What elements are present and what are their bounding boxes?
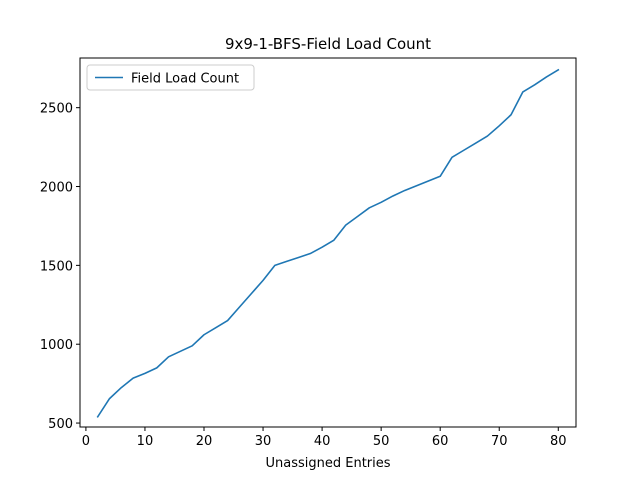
series-line-0 [96,68,560,418]
x-tick-label: 0 [82,434,90,449]
x-tick-label: 40 [314,434,331,449]
legend-box [86,64,255,91]
legend-label-0: Field Load Count [131,72,239,87]
x-tick-label: 60 [432,434,449,449]
x-tick-label: 10 [137,434,154,449]
chart-title: 9x9-1-BFS-Field Load Count [225,35,431,53]
x-axis-label: Unassigned Entries [265,456,390,471]
plot-area: 0 10 20 30 40 50 60 70 80 500 1000 1500 2000 2500 Fiel… [40,57,577,449]
x-tick-label: 80 [550,434,567,449]
y-tick-label: 2500 [40,102,73,117]
x-tick-label: 70 [491,434,508,449]
y-tick-label: 2000 [40,181,73,196]
x-tick-label: 50 [373,434,390,449]
y-tick-label: 500 [48,417,73,432]
plot-frame [79,57,577,428]
x-tick-label: 20 [196,434,213,449]
y-tick-label: 1500 [40,259,73,274]
x-tick-label: 30 [255,434,272,449]
y-tick-label: 1000 [40,338,73,353]
